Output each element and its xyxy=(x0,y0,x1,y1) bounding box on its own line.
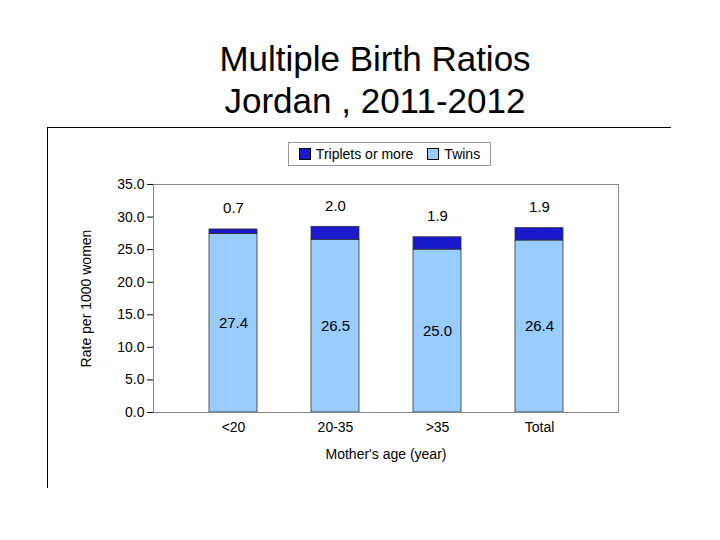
svg-text:20-35: 20-35 xyxy=(318,419,354,435)
svg-text:Rate per 1000 women: Rate per 1000 women xyxy=(78,230,94,368)
svg-text:5.0: 5.0 xyxy=(125,371,145,387)
svg-text:2.0: 2.0 xyxy=(325,197,346,214)
html-text:Jordan , 2011-2012: Jordan , 2011-2012 xyxy=(224,81,526,120)
html-text:Twins: Twins xyxy=(444,146,481,162)
svg-text:1.9: 1.9 xyxy=(427,207,448,224)
html-text:Multiple Birth Ratios: Multiple Birth Ratios xyxy=(219,39,531,78)
svg-text:26.4: 26.4 xyxy=(525,317,554,334)
svg-text:20.0: 20.0 xyxy=(117,274,144,290)
svg-text:0.7: 0.7 xyxy=(223,199,244,216)
svg-text:25.0: 25.0 xyxy=(117,241,144,257)
svg-text:1.9: 1.9 xyxy=(529,198,550,215)
svg-text:30.0: 30.0 xyxy=(117,209,144,225)
svg-text:0.0: 0.0 xyxy=(125,404,145,420)
svg-text:10.0: 10.0 xyxy=(117,339,144,355)
svg-text:35.0: 35.0 xyxy=(117,176,144,192)
svg-text:Total: Total xyxy=(525,419,555,435)
svg-text:Mother's age (year): Mother's age (year) xyxy=(326,446,447,462)
svg-text:>35: >35 xyxy=(426,419,450,435)
svg-text:27.4: 27.4 xyxy=(219,314,248,331)
html-text:Triplets or more: Triplets or more xyxy=(315,146,414,162)
svg-text:26.5: 26.5 xyxy=(321,317,350,334)
svg-text:<20: <20 xyxy=(222,419,246,435)
svg-text:15.0: 15.0 xyxy=(117,306,144,322)
svg-text:25.0: 25.0 xyxy=(423,322,452,339)
